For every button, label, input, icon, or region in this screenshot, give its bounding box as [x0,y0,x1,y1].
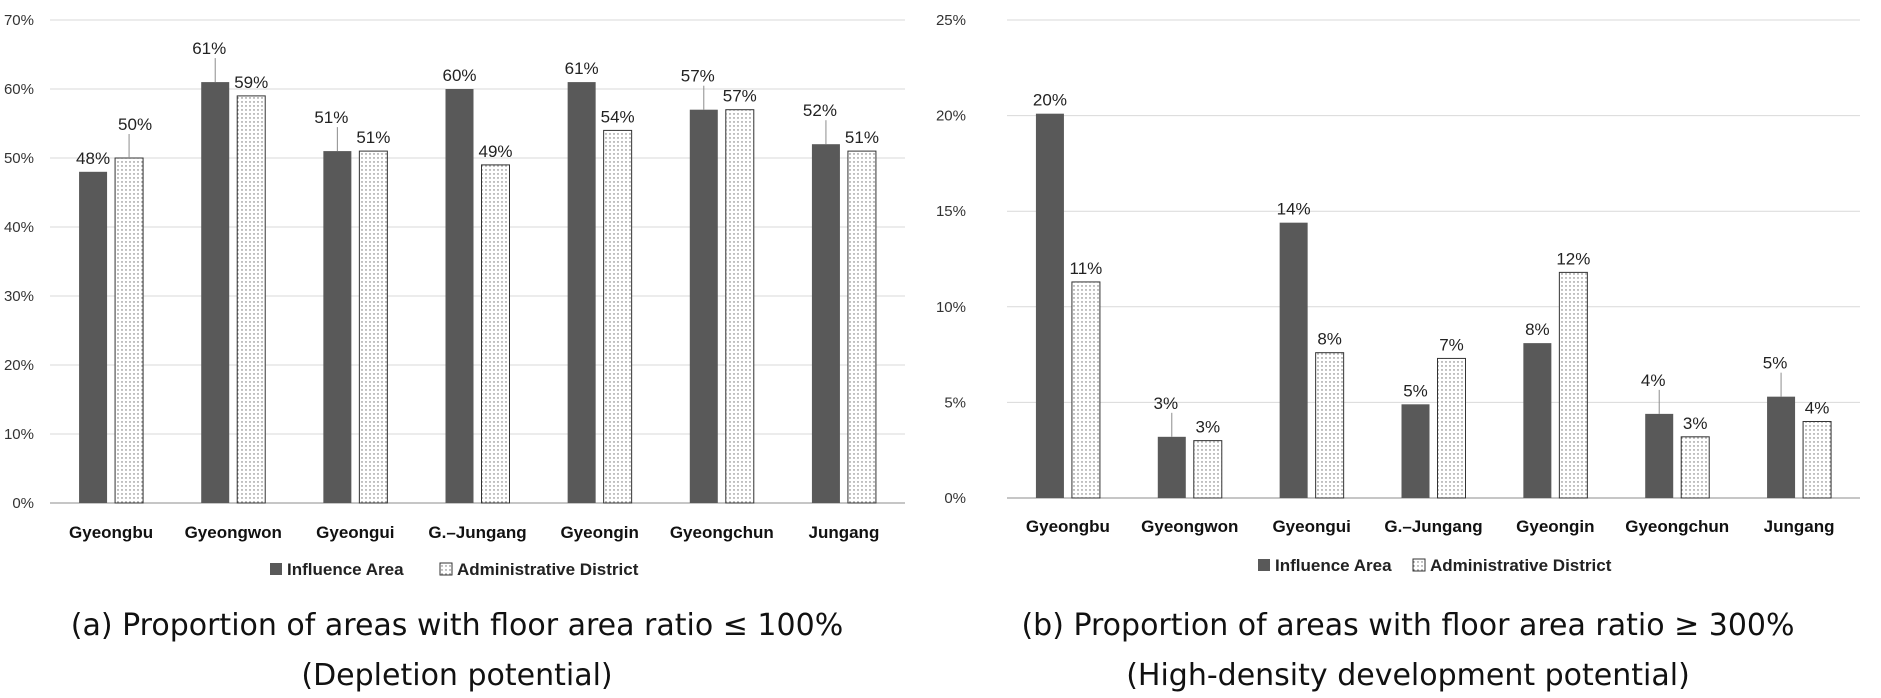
x-category-label: Gyeongin [560,523,638,542]
y-tick-label: 10% [4,426,34,443]
y-tick-label: 5% [944,394,966,411]
x-category-label: Jungang [1764,517,1835,536]
data-label-administrative-district: 3% [1195,418,1220,437]
data-label-administrative-district: 3% [1683,414,1708,433]
data-label-administrative-district: 4% [1805,399,1830,418]
caption-b-line1: (b) Proportion of areas with floor area … [1021,608,1794,643]
bar-administrative-district [358,150,388,504]
data-label-administrative-district: 8% [1317,330,1342,349]
data-label-influence-area: 52% [803,101,837,120]
legend-label-influence-area: Influence Area [287,560,404,579]
bar-administrative-district [1315,352,1345,499]
bar-influence-area [811,144,840,503]
x-category-label: Gyeongbu [69,523,153,542]
legend-swatch-influence-area [270,563,282,575]
bar-influence-area [1157,436,1186,498]
chart-a: 0% 10% 20% 30% 40% 50% 60% 70% 48% 50% Gyeongbu 61%… [4,12,905,579]
data-label-influence-area: 20% [1033,91,1067,110]
x-category-label: G.–Jungang [428,523,526,542]
y-tick-label: 15% [936,203,966,220]
data-label-administrative-district: 11% [1070,259,1103,278]
data-label-influence-area: 5% [1763,354,1788,373]
bar-influence-area [1767,396,1796,498]
legend-label-influence-area: Influence Area [1275,556,1392,575]
x-category-label: Gyeongwon [185,523,282,542]
x-category-label: Gyeongchun [1625,517,1729,536]
caption-a-line2: (Depletion potential) [301,658,612,693]
bar-administrative-district [481,164,510,504]
bar-administrative-district [1437,357,1466,499]
y-tick-label: 25% [936,12,966,29]
x-category-label: Gyeongin [1516,517,1594,536]
bar-influence-area [1645,413,1674,498]
y-tick-label: 70% [4,12,34,29]
caption-b-line2: (High-density development potential) [1126,658,1690,693]
data-label-influence-area: 5% [1403,381,1428,400]
bar-administrative-district [847,150,877,504]
bar-influence-area [567,82,596,503]
y-tick-label: 60% [4,81,34,98]
data-label-influence-area: 61% [192,39,226,58]
y-tick-label: 20% [4,357,34,374]
bar-influence-area [323,151,352,503]
data-label-influence-area: 14% [1277,200,1311,219]
legend-label-administrative-district: Administrative District [457,560,639,579]
bar-influence-area [1523,343,1552,498]
x-category-label: Gyeongui [1272,517,1350,536]
bar-administrative-district [725,109,755,504]
x-category-label: Gyeongchun [670,523,774,542]
bar-influence-area [445,89,474,503]
bar-influence-area [1401,404,1430,498]
y-tick-label: 0% [944,490,966,507]
data-label-administrative-district: 59% [234,73,268,92]
data-label-administrative-district: 54% [601,107,635,126]
data-label-influence-area: 61% [565,59,599,78]
x-category-label: Jungang [809,523,880,542]
bar-administrative-district [1071,281,1101,499]
data-label-administrative-district: 12% [1556,249,1590,268]
caption-a-line1: (a) Proportion of areas with floor area … [71,608,843,643]
bar-influence-area [1035,113,1064,499]
data-label-influence-area: 51% [314,108,348,127]
y-tick-label: 10% [936,299,966,316]
legend-label-administrative-district: Administrative District [1430,556,1612,575]
data-label-influence-area: 48% [76,149,110,168]
bar-administrative-district [1558,271,1588,499]
bar-administrative-district [236,95,266,504]
data-label-influence-area: 60% [442,66,476,85]
data-label-influence-area: 8% [1525,320,1550,339]
bar-administrative-district [114,157,144,504]
data-label-influence-area: 3% [1153,394,1178,413]
data-label-influence-area: 4% [1641,371,1666,390]
y-tick-label: 30% [4,288,34,305]
data-label-administrative-district: 50% [118,115,152,134]
chart-b: 0% 5% 10% 15% 20% 25% 20% 11% Gyeongbu 3% 3% Gyeong… [936,12,1860,575]
y-tick-label: 20% [936,108,966,125]
y-tick-label: 0% [12,495,34,512]
bar-influence-area [1279,222,1308,498]
data-label-administrative-district: 49% [478,142,512,161]
bar-administrative-district [1193,440,1223,499]
bar-influence-area [79,171,108,504]
data-label-administrative-district: 51% [356,128,390,147]
y-tick-label: 50% [4,150,34,167]
bar-administrative-district [1680,436,1710,499]
bar-influence-area [689,109,718,503]
x-category-label: Gyeongbu [1026,517,1110,536]
bar-influence-area [201,82,230,503]
legend-swatch-administrative-district [1412,558,1426,572]
bar-administrative-district [603,129,633,504]
data-label-administrative-district: 7% [1439,335,1464,354]
x-category-label: Gyeongui [316,523,394,542]
legend-swatch-influence-area [1258,559,1270,571]
data-label-influence-area: 57% [681,67,715,86]
legend-swatch-administrative-district [439,562,453,576]
data-label-administrative-district: 57% [723,87,757,106]
x-category-label: G.–Jungang [1384,517,1482,536]
bar-administrative-district [1802,421,1832,499]
data-label-administrative-district: 51% [845,128,879,147]
y-tick-label: 40% [4,219,34,236]
x-category-label: Gyeongwon [1141,517,1238,536]
